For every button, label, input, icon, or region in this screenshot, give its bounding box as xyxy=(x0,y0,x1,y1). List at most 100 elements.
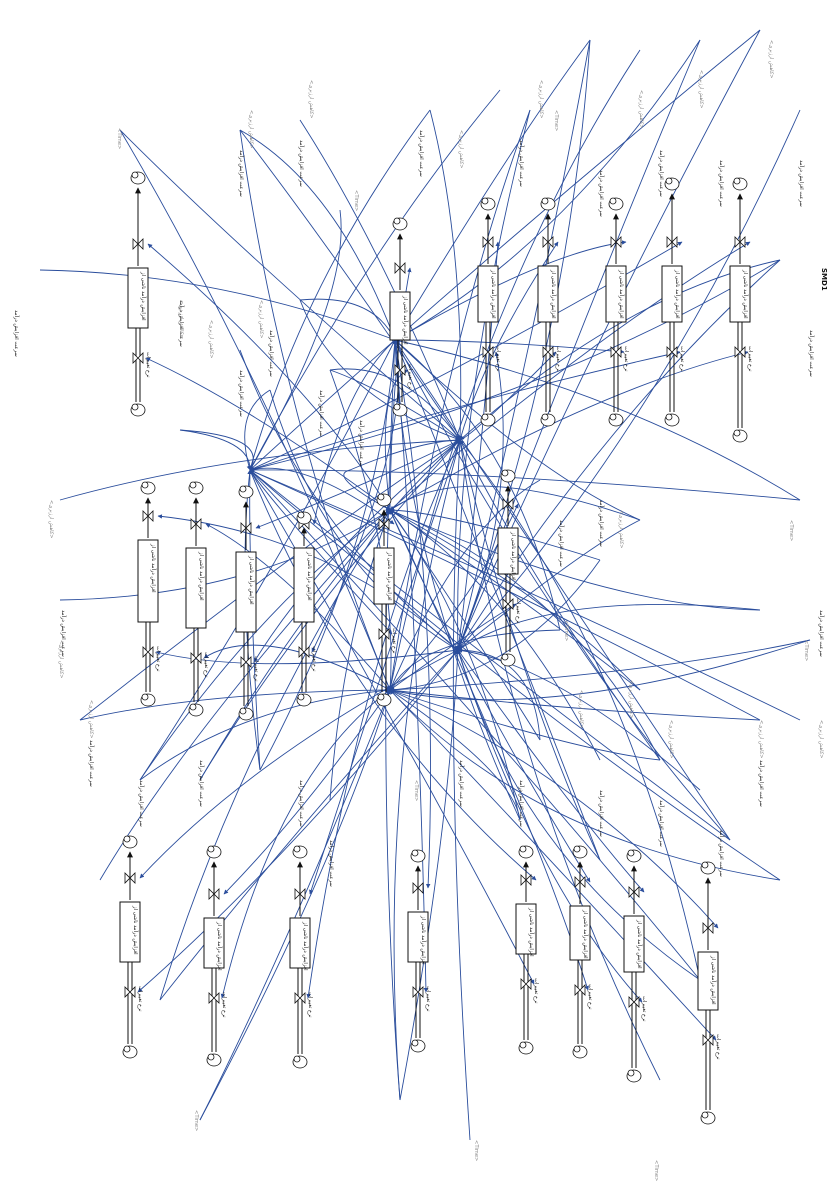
aux-label: سرعت افزایش درآمد xyxy=(458,760,465,807)
causal-link xyxy=(159,509,391,1001)
causal-link xyxy=(329,369,461,441)
causal-link xyxy=(249,469,761,721)
shadow-variable-label: <کاهش ارزبری> xyxy=(818,720,824,759)
cloud-icon xyxy=(627,849,635,857)
shadow-variable-label: <کاهش ارزبری> xyxy=(538,80,544,119)
aux-label: سرعت افزایش درآمد xyxy=(88,740,95,787)
stock-chain: افزایش درآمد ناشی از نرخ تغییرات xyxy=(389,217,413,417)
flow-valve xyxy=(702,1034,714,1046)
aux-label: سرعت افزایش درآمد xyxy=(808,330,815,377)
flow-label: نرخ تغییرات xyxy=(311,646,317,672)
flow-valve xyxy=(412,986,424,998)
causal-link xyxy=(389,689,719,929)
stock-box xyxy=(661,265,683,323)
stock-label: افزایش درآمد ناشی از xyxy=(674,269,681,319)
flow-valve xyxy=(702,922,714,934)
aux-label: سرعت افزایش درآمد xyxy=(518,140,525,187)
cloud-icon xyxy=(541,197,549,205)
flow-label: نرخ تغییرات xyxy=(203,652,209,678)
flow-valve xyxy=(240,656,252,668)
flow-valve xyxy=(132,238,144,250)
cloud-icon xyxy=(141,693,149,701)
cloud-icon xyxy=(733,177,741,185)
causal-link xyxy=(79,687,391,721)
stock-box xyxy=(119,901,141,963)
aux-label: سرعت افزایش درآمد xyxy=(60,610,67,657)
aux-label: سرعت افزایش درآمد xyxy=(518,780,525,827)
flow-valve xyxy=(240,522,252,534)
cloud-icon xyxy=(519,845,527,853)
causal-link xyxy=(389,350,749,511)
causal-link xyxy=(239,129,391,691)
causal-link xyxy=(389,639,811,701)
cloud-icon xyxy=(573,1045,581,1053)
causal-link xyxy=(119,129,461,441)
causal-link xyxy=(253,439,461,663)
stock-box xyxy=(373,547,395,605)
time-shadow-label: <Time> xyxy=(803,640,809,661)
cloud-icon xyxy=(519,1041,527,1049)
stock-chain: افزایش درآمد ناشی از نرخ تغییرات xyxy=(293,511,317,707)
aux-label: سرعت افزایش درآمد xyxy=(318,390,325,437)
aux-label: سرعت افزایش درآمد xyxy=(758,760,765,807)
flow-valve xyxy=(378,628,390,640)
cloud-icon xyxy=(411,849,419,857)
time-shadow-label: <Time> xyxy=(653,1160,659,1181)
flow-label: نرخ تغییرات xyxy=(155,646,161,672)
causal-link xyxy=(393,439,462,1101)
time-shadow-label: <Time> xyxy=(353,190,359,211)
flow-valve xyxy=(628,886,640,898)
causal-link xyxy=(199,689,391,1121)
causal-link xyxy=(199,439,461,781)
flow-label: نرخ تغییرات xyxy=(137,986,143,1012)
shadow-variable-label: <کاهش ارزبری> xyxy=(58,640,64,679)
causal-link xyxy=(457,29,761,651)
causal-link xyxy=(39,269,396,341)
causal-link xyxy=(394,39,701,341)
causal-link xyxy=(389,689,661,761)
causal-link xyxy=(389,629,561,691)
flow-valve xyxy=(666,236,678,248)
time-shadow-label: <Time> xyxy=(413,780,419,801)
cloud-icon xyxy=(501,653,509,661)
flow-valve xyxy=(190,518,202,530)
stock-box xyxy=(537,265,559,323)
stock-label: افزایش درآمد ناشی از xyxy=(420,915,427,965)
cloud-icon xyxy=(131,403,139,411)
causal-link xyxy=(389,485,641,521)
aux-label: سرعت افزایش درآمد xyxy=(238,370,245,417)
cloud-icon xyxy=(377,493,385,501)
stock-box xyxy=(289,917,311,969)
causal-link xyxy=(249,350,681,471)
shadow-variable-label: <کاهش ارزبری> xyxy=(208,320,214,359)
stock-label: افزایش درآمد ناشی از xyxy=(248,555,255,605)
stock-chain: افزایش درآمد ناشی از نرخ تغییرات xyxy=(289,845,313,1069)
causal-link xyxy=(394,339,601,861)
causal-link xyxy=(145,357,391,511)
cloud-icon xyxy=(207,845,215,853)
stock-chain: افزایش درآمد ناشی از نرخ تغییرات xyxy=(537,197,561,427)
cloud-icon xyxy=(609,413,617,421)
stock-chain: افزایش درآمد ناشی از نرخ تغییرات xyxy=(119,835,143,1059)
flow-label: نرخ تغییرات xyxy=(495,346,501,372)
aux-label: سرعت افزایش درآمد xyxy=(418,130,425,177)
cloud-icon xyxy=(297,511,305,519)
cloud-icon xyxy=(665,177,673,185)
time-shadow-label: <Time> xyxy=(563,620,569,641)
causal-link xyxy=(458,439,661,1081)
causal-link xyxy=(306,439,461,999)
flow-valve xyxy=(294,888,306,900)
stock-chain: افزایش درآمد ناشی از نرخ تغییرات xyxy=(203,845,227,1067)
stock-chain: افزایش درآمد ناشی از نرخ تغییرات xyxy=(477,197,501,427)
aux-label: سرعت افزایش درآمد xyxy=(798,160,805,207)
stock-label: افزایش درآمد ناشی از xyxy=(306,551,313,601)
causal-link xyxy=(309,439,461,895)
flow-valve xyxy=(574,984,586,996)
flow-label: نرخ تغییرات xyxy=(145,352,151,378)
flow-valve xyxy=(666,346,678,358)
cloud-icon xyxy=(665,413,673,421)
causal-link xyxy=(59,437,461,501)
causal-link xyxy=(389,507,601,561)
causal-link xyxy=(179,429,253,471)
stock-chain: افزایش درآمد ناشی از نرخ تغییرات xyxy=(407,849,431,1053)
